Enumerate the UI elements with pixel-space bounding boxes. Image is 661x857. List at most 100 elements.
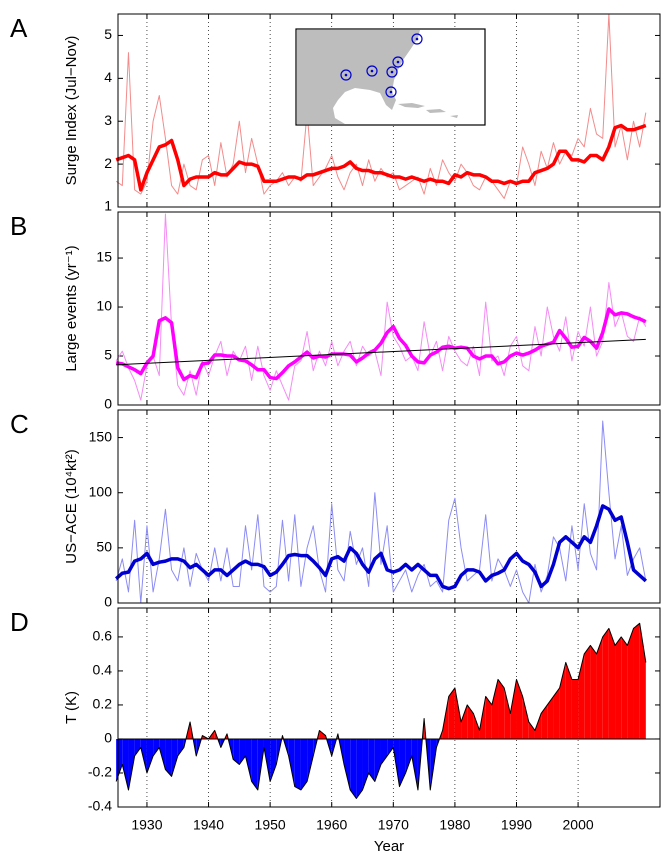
area-segment <box>159 738 166 770</box>
area-segment <box>319 730 326 739</box>
y-tick-label: 100 <box>89 483 113 499</box>
area-segment <box>615 636 622 739</box>
y-tick-label: 10 <box>96 298 112 314</box>
area-segment <box>578 653 585 739</box>
area-segment <box>374 738 381 782</box>
axes-frame <box>117 409 661 604</box>
x-tick-label: 1960 <box>316 817 347 833</box>
x-tick-label: 2000 <box>563 817 594 833</box>
axes-frame <box>117 607 661 808</box>
area-segment <box>596 636 603 739</box>
y-tick-label: 2 <box>104 155 112 171</box>
area-segment <box>565 662 572 739</box>
area-segment <box>602 628 609 739</box>
area-segment <box>467 704 474 739</box>
area-segment <box>473 713 480 739</box>
axes-frame <box>117 13 661 208</box>
y-axis-label: Surge Index (Jul−Nov) <box>63 36 80 186</box>
area-segment <box>350 738 357 799</box>
y-tick-label: 3 <box>104 112 112 128</box>
area-segment <box>288 738 295 787</box>
area-segment <box>633 623 640 739</box>
area-segment <box>510 679 517 739</box>
area-segment <box>362 738 369 790</box>
area-segment <box>251 738 258 790</box>
y-axis-label: T (K) <box>63 691 80 724</box>
area-segment <box>553 687 560 739</box>
map-islands <box>398 103 458 118</box>
area-segment <box>344 738 351 790</box>
panel: 0 50 100 150 C US−ACE (10⁴kt²) <box>10 409 661 610</box>
annual-line <box>115 213 647 401</box>
area-segment <box>498 679 505 739</box>
y-axis-label: Large events (yr⁻¹) <box>63 245 80 371</box>
y-tick-label: 0.6 <box>93 628 113 644</box>
axes-frame <box>117 211 661 406</box>
y-tick-label: 4 <box>104 69 112 85</box>
area-segment <box>171 738 178 777</box>
trend-line <box>116 338 646 366</box>
x-axis-label: Year <box>374 838 404 855</box>
y-tick-label: 0 <box>104 396 112 412</box>
area-segment <box>547 696 554 739</box>
x-tick-label: 1980 <box>439 817 470 833</box>
y-tick-label: 0.2 <box>93 696 113 712</box>
y-tick-label: 0.4 <box>93 662 113 678</box>
area-segment <box>356 738 363 799</box>
y-tick-label: 5 <box>104 26 112 42</box>
x-tick-label: 1950 <box>255 817 286 833</box>
area-segment <box>245 738 252 782</box>
map-stations <box>340 33 423 98</box>
area-segment <box>405 738 412 773</box>
area-segment <box>522 696 529 739</box>
area-segment <box>528 721 535 739</box>
area-segment <box>368 738 375 782</box>
area-segment <box>491 679 499 739</box>
area-segment <box>571 679 579 739</box>
y-tick-label: 5 <box>104 347 112 363</box>
area-segment <box>300 738 308 790</box>
y-tick-label: 0 <box>104 594 112 610</box>
area-segment <box>387 738 394 756</box>
smoothed-line <box>114 504 647 591</box>
area-segment <box>627 628 634 739</box>
y-tick-label: 50 <box>96 539 112 555</box>
y-tick-label: -0.2 <box>88 764 112 780</box>
smoothed-line <box>115 307 647 382</box>
area-segment <box>153 738 160 756</box>
y-tick-label: -0.4 <box>88 798 112 814</box>
area-segment <box>239 738 246 765</box>
panel: 1930 1940 1950 1960 1970 1980 1990 2000 -0.4 -0.2… <box>10 607 661 855</box>
y-tick-label: 1 <box>104 198 112 214</box>
area-segment <box>590 645 597 739</box>
panel-label: A <box>10 13 28 43</box>
area-segment <box>411 738 418 790</box>
area-segment <box>128 738 135 790</box>
area-outline <box>115 622 647 799</box>
area-segment <box>380 738 388 765</box>
y-axis-label: US−ACE (10⁴kt²) <box>63 449 80 563</box>
area-segment <box>399 738 406 787</box>
area-segment <box>639 623 646 739</box>
panel-label: B <box>10 211 27 241</box>
area-segment <box>454 687 462 739</box>
map-land <box>297 30 420 124</box>
x-tick-label: 1930 <box>131 817 162 833</box>
panel-label: C <box>10 409 29 439</box>
area-segment <box>485 696 492 739</box>
inset-map <box>295 28 486 126</box>
area-segment <box>621 636 628 739</box>
area-segment <box>608 628 616 739</box>
y-tick-label: 150 <box>89 428 113 444</box>
area-segment <box>541 704 548 739</box>
panel: 0 5 10 15 B Large events (yr⁻¹) <box>10 211 661 412</box>
panel-label: D <box>10 607 29 637</box>
x-tick-label: 1940 <box>193 817 224 833</box>
area-segment <box>146 738 154 773</box>
area-segment <box>165 738 172 777</box>
y-tick-label: 15 <box>96 249 112 265</box>
panels: 1 2 3 4 5 A Surge Index (Jul−Nov) 0 5 10 15 B Large … <box>10 13 661 855</box>
area-segment <box>461 704 468 739</box>
area-segment <box>233 738 240 765</box>
